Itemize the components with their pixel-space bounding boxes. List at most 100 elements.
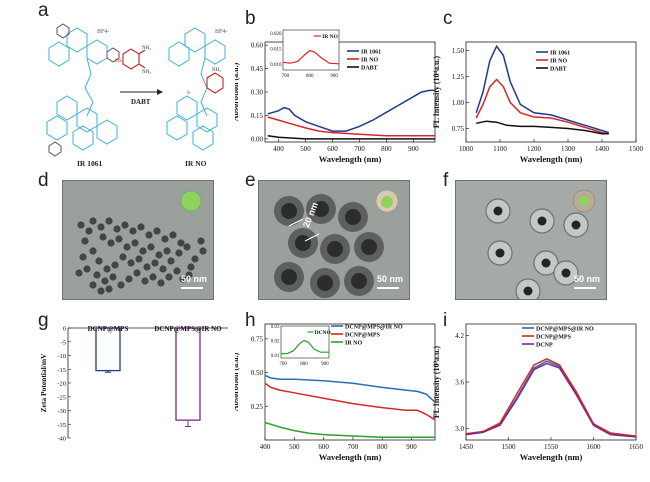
hollow-particle-core bbox=[541, 258, 551, 268]
irno-structure bbox=[166, 27, 226, 151]
nanoparticle bbox=[157, 279, 165, 287]
svg-text:NH₂: NH₂ bbox=[142, 46, 151, 51]
series-line-2 bbox=[264, 421, 435, 439]
nanoparticle bbox=[105, 217, 113, 225]
x-tick-label: 500 bbox=[289, 443, 300, 451]
y-tick-label: -5 bbox=[61, 339, 66, 346]
inset-y-tick-label: 0.020 bbox=[270, 32, 282, 37]
nanoparticle bbox=[199, 247, 207, 255]
x-tick-label: 700 bbox=[354, 145, 365, 153]
y-tick-label: 0.75 bbox=[452, 125, 465, 133]
y-tick-label: 0.50 bbox=[251, 369, 264, 377]
series-line-1 bbox=[264, 382, 436, 421]
ir1061-structure bbox=[46, 27, 118, 151]
panel-letter-h: h bbox=[245, 310, 256, 331]
category-label-1: DCNP@MPS@IR NO bbox=[154, 325, 222, 333]
dabt-structure bbox=[122, 48, 146, 70]
nanoparticle bbox=[105, 285, 113, 293]
svg-text:BF4-: BF4- bbox=[215, 29, 227, 35]
y-tick-label: -40 bbox=[57, 436, 66, 443]
hollow-particle-core bbox=[537, 216, 547, 226]
hollow-particle-core bbox=[561, 268, 571, 278]
panel-letter-a: a bbox=[38, 0, 49, 21]
dimension-arrow-b bbox=[304, 233, 320, 242]
tem-image-d: 50 nm bbox=[62, 180, 214, 300]
x-tick-label: 800 bbox=[381, 145, 392, 153]
product-label: IR NO bbox=[185, 159, 207, 168]
nanoparticle bbox=[119, 253, 127, 261]
nanoparticle bbox=[107, 239, 115, 247]
panel-letter-f: f bbox=[443, 170, 449, 191]
hollow-particle-core bbox=[523, 286, 533, 296]
y-tick-label: 1.00 bbox=[452, 99, 465, 107]
particle-core bbox=[313, 201, 329, 217]
scale-bar-f bbox=[574, 287, 596, 289]
plot-frame bbox=[264, 323, 436, 441]
panel-letter-e: e bbox=[245, 170, 256, 191]
dimension-arrow-a bbox=[288, 218, 304, 227]
y-tick-label: -20 bbox=[57, 381, 66, 388]
particle-core bbox=[361, 239, 377, 255]
x-tick-label: 900 bbox=[408, 145, 419, 153]
y-tick-label: 0.45 bbox=[251, 65, 264, 73]
inset-line bbox=[281, 339, 329, 355]
legend-label-0: IR 1061 bbox=[361, 50, 381, 56]
y-tick-label: -10 bbox=[57, 353, 66, 360]
nanoparticle bbox=[175, 249, 183, 257]
particle-core bbox=[327, 241, 343, 257]
y-tick-label: -15 bbox=[57, 367, 66, 374]
zeta-potential-chart-g: 0 -5 -10 -15 -20 -25 -30 -35 -40 Zeta Potential/m… bbox=[39, 325, 228, 443]
nanoparticle bbox=[89, 217, 97, 225]
particle-model-icon bbox=[180, 190, 202, 212]
bar-1 bbox=[175, 327, 201, 421]
panel-letter-b: b bbox=[245, 8, 256, 29]
legend-label-0: DCNP@MPS@IR NO bbox=[345, 325, 403, 331]
hollow-model-core bbox=[579, 196, 589, 206]
nanoparticle bbox=[109, 273, 117, 281]
nanoparticle bbox=[101, 277, 109, 285]
reagent-label: DABT bbox=[131, 98, 151, 106]
nanoparticle bbox=[145, 231, 153, 239]
x-tick-label: 1450 bbox=[459, 443, 474, 451]
svg-text:BF4-: BF4- bbox=[97, 29, 109, 35]
series-line-2 bbox=[465, 362, 637, 438]
inset-legend-label: DCNO bbox=[315, 330, 332, 336]
fl-intensity-chart-c: 1000 1100 1200 1300 1400 1500 0.75 1.00 1.25 1.50… bbox=[432, 41, 644, 164]
nanoparticle bbox=[141, 277, 149, 285]
x-tick-label: 1100 bbox=[493, 145, 507, 153]
nanoparticle bbox=[127, 259, 135, 267]
x-tick-label: 600 bbox=[318, 443, 329, 451]
bar-0 bbox=[95, 327, 121, 372]
y-tick-label: 3.0 bbox=[455, 425, 464, 433]
nanoparticle bbox=[133, 269, 141, 277]
series-line-0 bbox=[465, 360, 637, 437]
legend-label-2: DABT bbox=[361, 66, 378, 72]
nanoparticle bbox=[137, 223, 145, 231]
svg-text:S: S bbox=[187, 90, 190, 96]
series-line-0 bbox=[267, 89, 435, 132]
nanoparticle bbox=[149, 273, 157, 281]
series-line-0 bbox=[264, 374, 436, 403]
y-tick-label: 3.6 bbox=[455, 379, 464, 387]
x-tick-label: 900 bbox=[406, 443, 417, 451]
nanoparticle bbox=[81, 237, 89, 245]
x-tick-label: 1200 bbox=[527, 145, 542, 153]
scale-label-d: 50 nm bbox=[181, 274, 208, 284]
y-tick-label: 4.2 bbox=[455, 332, 464, 340]
nanoparticle bbox=[169, 231, 177, 239]
series-line-0 bbox=[475, 44, 610, 134]
nanoparticle bbox=[113, 225, 121, 233]
svg-text:HS: HS bbox=[115, 58, 122, 64]
nanoparticle bbox=[143, 263, 151, 271]
series-line-2 bbox=[267, 135, 435, 140]
svg-text:NH₂: NH₂ bbox=[212, 68, 221, 73]
inset-y-tick-label: 0.015 bbox=[270, 47, 282, 52]
particle-core bbox=[317, 275, 333, 291]
nanoparticle bbox=[161, 235, 169, 243]
nanoparticle bbox=[99, 233, 107, 241]
panel-letter-g: g bbox=[38, 310, 49, 331]
nanoparticle bbox=[139, 247, 147, 255]
x-tick-label: 500 bbox=[300, 145, 311, 153]
nanoparticle bbox=[131, 239, 139, 247]
scale-bar-e bbox=[377, 287, 399, 289]
